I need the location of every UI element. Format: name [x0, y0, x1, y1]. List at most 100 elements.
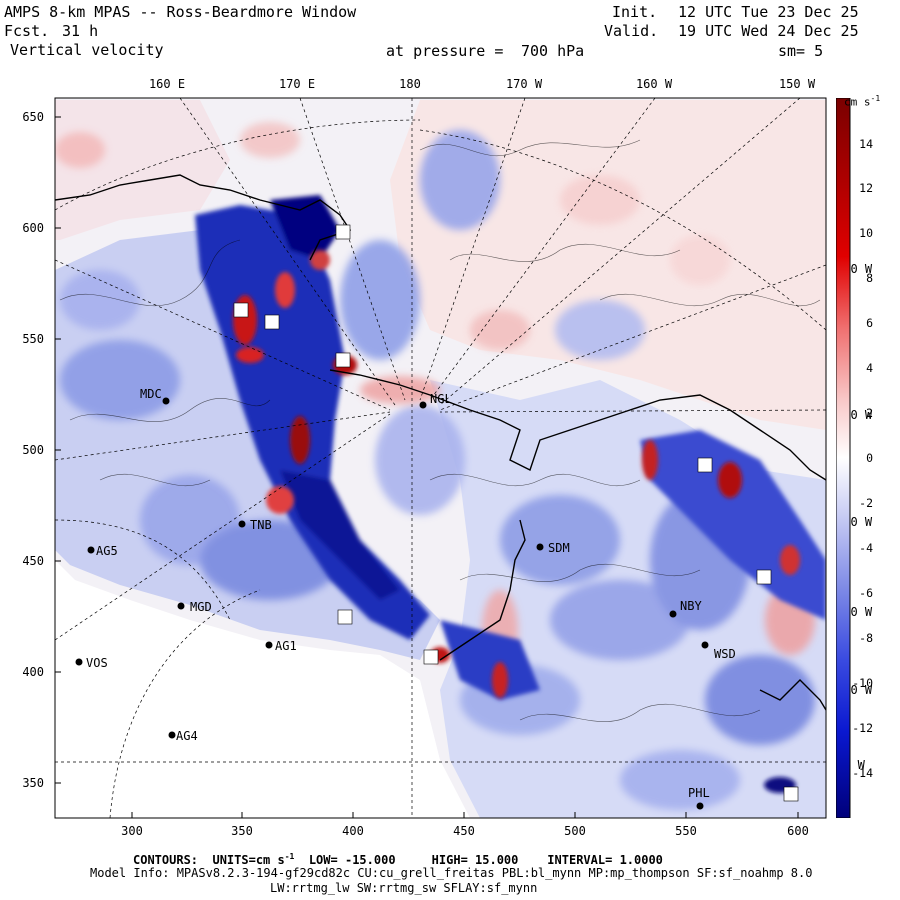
meridian-line [419, 98, 526, 401]
field-name: Vertical velocity [10, 41, 164, 59]
contour-label-box [335, 224, 351, 240]
coastline [55, 174, 352, 261]
station-label: PHL [688, 786, 710, 800]
station-label: MGD [190, 600, 212, 614]
longitude-label: 170 W [505, 77, 543, 91]
meridian-line [439, 409, 826, 413]
station-dot [238, 520, 246, 528]
station-dot [265, 641, 273, 649]
longitude-label: 160 E [148, 77, 186, 91]
red-streak [764, 777, 796, 793]
red-streak [266, 486, 294, 514]
pressure-label: at pressure = [386, 42, 504, 60]
contour-line [599, 293, 821, 307]
contour-line [99, 474, 211, 486]
contour-label-box [783, 786, 799, 802]
red-streak [780, 545, 800, 575]
longitude-label: 150 W [778, 77, 816, 91]
blue-patch [620, 750, 740, 810]
y-tick-label: 350 [22, 776, 44, 790]
colorbar [836, 98, 851, 818]
x-tick-label: 400 [342, 824, 364, 838]
station-dot [669, 610, 677, 618]
pink-patch [670, 235, 730, 285]
footer-contours-line: CONTOURS: UNITS=cm s-1 LOW= -15.000 HIGH… [133, 852, 663, 867]
colorbar-tick: -8 [859, 631, 873, 645]
contour-label-box [337, 609, 353, 625]
pale-pink-region [55, 100, 230, 240]
init-time: 12 UTC Tue 23 Dec 25 [678, 3, 859, 21]
x-tick-label: 450 [453, 824, 475, 838]
colorbar-tick: -14 [852, 766, 873, 780]
station-dot [536, 543, 544, 551]
contour-label-box [264, 314, 280, 330]
valid-time: 19 UTC Wed 24 Dec 25 [678, 22, 859, 40]
smoothing-value: sm= 5 [778, 42, 824, 60]
station-label: AG4 [176, 729, 198, 743]
station-dot [701, 641, 709, 649]
forecast-label: Fcst. [4, 22, 50, 40]
contour-line [429, 474, 641, 486]
colorbar-tick: 2 [866, 406, 873, 420]
meridian-line [439, 98, 801, 406]
blue-patch [200, 520, 340, 600]
colorbar-tick: 6 [866, 316, 873, 330]
pink-patch [55, 132, 105, 168]
x-tick-label: 350 [231, 824, 253, 838]
footer-model-info: Model Info: MPASv8.2.3-194-gf29cd82c CU:… [90, 866, 813, 880]
longitude-label: 180 [399, 77, 421, 91]
blue-patch [60, 270, 140, 330]
station-label: WSD [714, 647, 736, 661]
station-label: NBY [680, 599, 702, 613]
map-title: AMPS 8-km MPAS -- Ross-Beardmore Window [4, 3, 357, 21]
red-streak [233, 295, 257, 345]
map-background [55, 98, 826, 818]
map-frame [54, 97, 827, 819]
blue-patch [420, 130, 500, 230]
mountain-band-blue [280, 470, 400, 600]
station-dot [87, 546, 95, 554]
x-tick-label: 500 [564, 824, 586, 838]
station-dot [177, 602, 185, 610]
longitude-label: 160 W [635, 77, 673, 91]
red-streak [275, 272, 295, 308]
blue-patch [705, 655, 815, 745]
coastline [439, 519, 526, 661]
longitude-label: 170 E [278, 77, 316, 91]
coastline [329, 369, 826, 481]
station-dot [419, 401, 427, 409]
blue-patch [555, 300, 645, 360]
y-tick-label: 650 [22, 110, 44, 124]
meridian-line [439, 264, 826, 411]
colorbar-tick: -2 [859, 496, 873, 510]
station-label: MDC [140, 387, 162, 401]
contour-label-box [233, 302, 249, 318]
station-dot [168, 731, 176, 739]
mountain-band-blue [640, 430, 826, 620]
station-dot [75, 658, 83, 666]
blue-patch [460, 665, 580, 735]
pink-patch [360, 376, 440, 404]
blue-patch [375, 405, 465, 515]
colorbar-tick: 12 [859, 181, 873, 195]
latitude-circle [419, 129, 826, 331]
contour-line [419, 139, 641, 156]
red-streak [333, 355, 357, 375]
station-label: AG1 [275, 639, 297, 653]
x-tick-label: 600 [787, 824, 809, 838]
contour-label-box [423, 649, 439, 665]
pale-blue-region [430, 380, 826, 818]
red-streak [430, 647, 450, 663]
colorbar-tick: -6 [859, 586, 873, 600]
y-tick-label: 550 [22, 332, 44, 346]
station-label: SDM [548, 541, 570, 555]
red-streak [310, 250, 330, 270]
out-of-domain [55, 560, 470, 818]
forecast-hour: 31 h [62, 22, 99, 40]
y-tick-label: 600 [22, 221, 44, 235]
blue-patch [60, 340, 180, 420]
meridian-line [55, 413, 391, 641]
red-streak [642, 440, 658, 480]
contour-label-box [697, 457, 713, 473]
